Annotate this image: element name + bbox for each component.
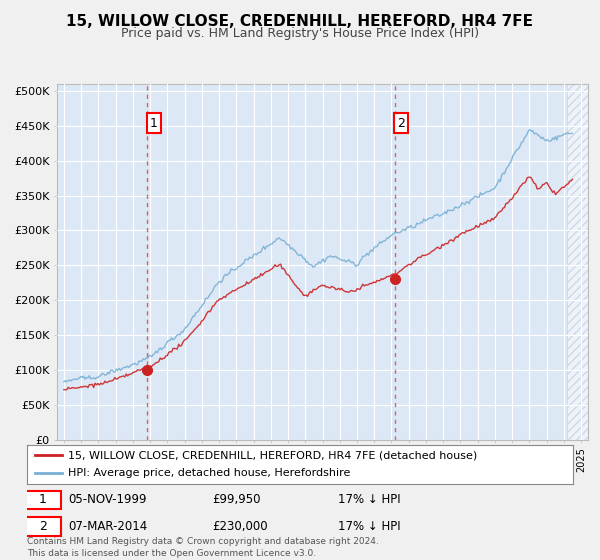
Text: Contains HM Land Registry data © Crown copyright and database right 2024.
This d: Contains HM Land Registry data © Crown c… [27,537,379,558]
Text: 17% ↓ HPI: 17% ↓ HPI [338,493,401,506]
Text: 1: 1 [150,116,158,129]
FancyBboxPatch shape [24,517,61,535]
Text: £99,950: £99,950 [212,493,261,506]
Text: 17% ↓ HPI: 17% ↓ HPI [338,520,401,533]
FancyBboxPatch shape [24,491,61,509]
Text: 07-MAR-2014: 07-MAR-2014 [68,520,147,533]
Bar [567,84,588,440]
Text: £230,000: £230,000 [212,520,268,533]
Text: HPI: Average price, detached house, Herefordshire: HPI: Average price, detached house, Here… [68,468,350,478]
Text: Price paid vs. HM Land Registry's House Price Index (HPI): Price paid vs. HM Land Registry's House … [121,27,479,40]
Text: 2: 2 [397,116,405,129]
Text: 1: 1 [39,493,47,506]
Text: 2: 2 [39,520,47,533]
Text: 15, WILLOW CLOSE, CREDENHILL, HEREFORD, HR4 7FE (detached house): 15, WILLOW CLOSE, CREDENHILL, HEREFORD, … [68,450,477,460]
Text: 05-NOV-1999: 05-NOV-1999 [68,493,146,506]
Text: 15, WILLOW CLOSE, CREDENHILL, HEREFORD, HR4 7FE: 15, WILLOW CLOSE, CREDENHILL, HEREFORD, … [67,14,533,29]
